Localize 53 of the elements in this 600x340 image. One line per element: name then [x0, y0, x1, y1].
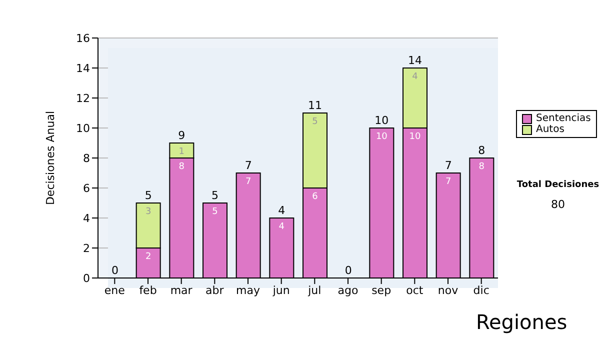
total-label: 10	[374, 114, 389, 127]
x-tick-label: jul	[307, 284, 322, 297]
text: 80	[550, 198, 566, 211]
total-label: 11	[308, 99, 322, 112]
data-label: 6	[312, 192, 318, 202]
y-tick-label: 0	[83, 272, 90, 285]
data-label: 10	[409, 132, 421, 142]
data-label: 7	[445, 177, 452, 187]
text: Total Decisiones	[516, 180, 600, 190]
legend-label: Autos	[536, 124, 564, 135]
x-tick-label: mar	[170, 284, 193, 297]
text: Regiones	[476, 310, 568, 334]
y-tick-label: 12	[76, 92, 90, 105]
data-label: 4	[412, 72, 418, 82]
total-label: 5	[144, 189, 152, 202]
legend-label: Sentencias	[536, 113, 591, 124]
data-label: 8	[178, 162, 185, 172]
data-label: 8	[478, 162, 485, 172]
data-label: 3	[145, 207, 152, 217]
y-tick-label: 2	[83, 242, 90, 255]
y-tick-label: 14	[76, 62, 90, 75]
x-tick-label: oct	[406, 284, 424, 297]
total-label: 4	[278, 204, 286, 217]
total-label: 5	[212, 189, 218, 202]
y-tick-label: 8	[83, 152, 90, 165]
x-tick-label: jun	[272, 284, 290, 297]
total-label: 14	[408, 54, 422, 67]
data-label: 2	[145, 252, 152, 262]
data-label: 5	[312, 117, 318, 127]
x-tick-label: nov	[438, 284, 459, 297]
y-tick-label: 6	[83, 182, 90, 195]
x-tick-label: feb	[139, 284, 157, 297]
data-label: 1	[178, 147, 185, 157]
total-label: 8	[478, 144, 486, 157]
y-tick-label: 16	[76, 32, 90, 45]
data-label: 5	[212, 207, 218, 217]
x-tick-label: dic	[473, 284, 490, 297]
y-axis-title: Decisiones Anual	[44, 110, 57, 206]
data-label: 10	[376, 132, 388, 142]
total-label: 7	[444, 159, 452, 172]
total-label: 0	[112, 264, 118, 277]
x-tick-label: sep	[372, 284, 392, 297]
x-tick-label: ago	[338, 284, 358, 297]
total-label: 9	[178, 129, 186, 142]
y-tick-label: 4	[83, 212, 90, 225]
x-tick-label: abr	[206, 284, 224, 297]
x-tick-label: may	[236, 284, 260, 297]
total-label: 7	[244, 159, 252, 172]
x-tick-label: ene	[104, 284, 126, 297]
data-label: 7	[245, 177, 252, 187]
data-label: 4	[278, 222, 285, 232]
total-label: 0	[344, 264, 352, 277]
y-tick-label: 10	[76, 122, 90, 135]
